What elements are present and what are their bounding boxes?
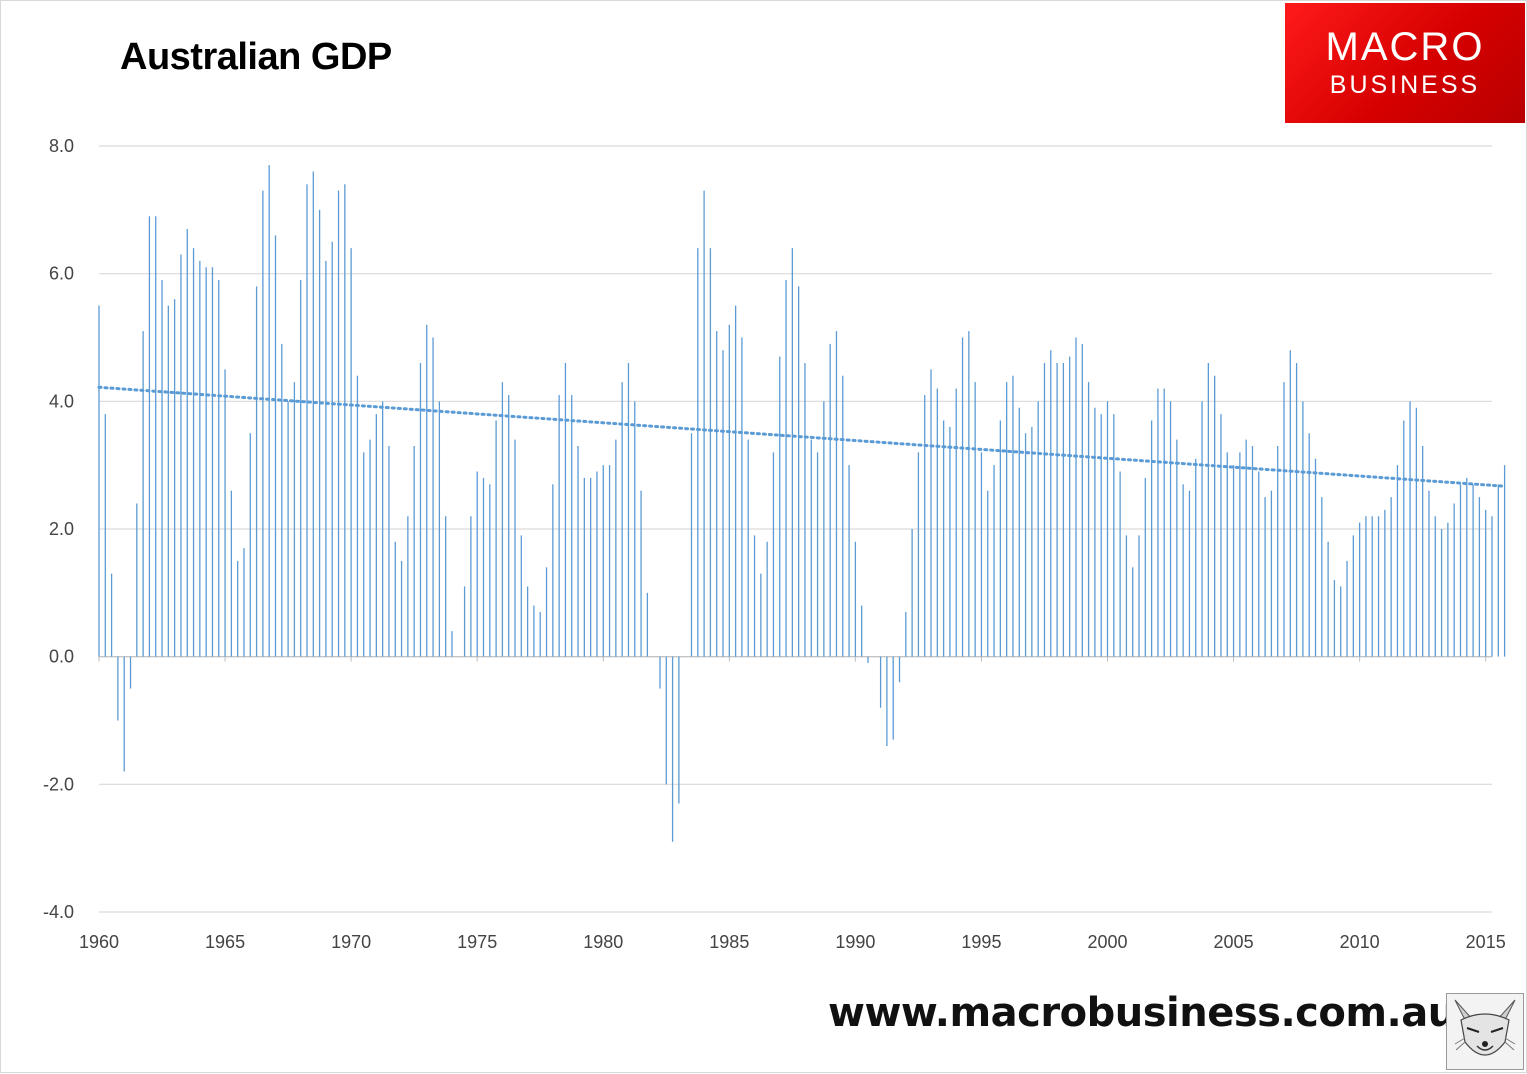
x-tick-label: 2010: [1340, 932, 1380, 952]
x-tick-label: 1980: [583, 932, 623, 952]
y-tick-label: -2.0: [43, 774, 74, 794]
y-tick-label: 8.0: [49, 136, 74, 156]
y-tick-label: -4.0: [43, 902, 74, 922]
y-tick-label: 2.0: [49, 519, 74, 539]
y-tick-label: 6.0: [49, 264, 74, 284]
fox-icon: [1446, 993, 1524, 1070]
logo-line-1: MACRO: [1325, 25, 1485, 69]
trendline: [97, 385, 1507, 488]
x-tick-label: 1990: [835, 932, 875, 952]
website-url[interactable]: www.macrobusiness.com.au: [828, 990, 1456, 1036]
x-tick-label: 1975: [457, 932, 497, 952]
x-tick-label: 1960: [79, 932, 119, 952]
logo-line-2: BUSINESS: [1329, 71, 1481, 99]
x-tick-label: 2005: [1214, 932, 1254, 952]
y-tick-label: 0.0: [49, 647, 74, 667]
chart-title: Australian GDP: [120, 36, 392, 78]
x-tick-label: 2015: [1466, 932, 1506, 952]
x-tick-label: 2000: [1087, 932, 1127, 952]
x-tick-label: 1985: [709, 932, 749, 952]
x-tick-label: 1995: [961, 932, 1001, 952]
y-tick-label: 4.0: [49, 391, 74, 411]
x-tick-label: 1965: [205, 932, 245, 952]
x-tick-label: 1970: [331, 932, 371, 952]
macrobusiness-logo[interactable]: MACRO BUSINESS: [1285, 3, 1525, 123]
